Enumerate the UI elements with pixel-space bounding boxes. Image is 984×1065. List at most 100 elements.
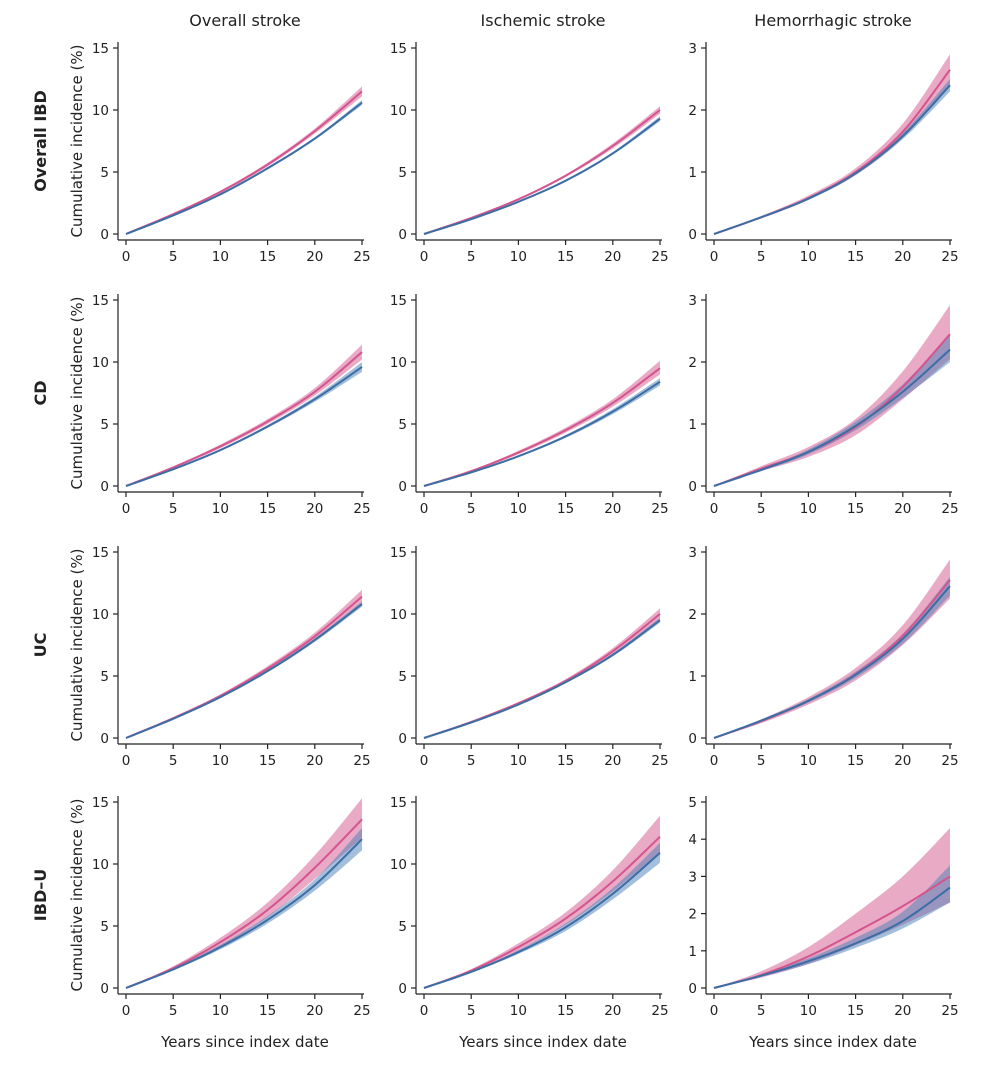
row-title-2: CD	[31, 380, 50, 405]
x-tick-label: 5	[467, 1003, 476, 1019]
series-line-blue	[423, 117, 661, 235]
column-title-3: Hemorrhagic stroke	[754, 11, 911, 30]
ci-band-blue	[714, 79, 950, 234]
series-line-blue	[125, 101, 363, 235]
x-tick-label: 10	[510, 1003, 527, 1019]
series-line-blue	[713, 348, 951, 487]
y-tick-label: 15	[390, 293, 407, 309]
x-tick-label: 25	[941, 501, 958, 517]
x-tick-label: 10	[510, 501, 527, 517]
x-tick-label: 25	[353, 1003, 370, 1019]
y-tick-label: 10	[92, 857, 109, 873]
y-tick-label: 2	[688, 607, 697, 623]
x-tick-label: 10	[212, 753, 229, 769]
series-line-pink	[125, 351, 363, 487]
ci-band-pink	[714, 304, 950, 486]
x-tick-label: 10	[212, 501, 229, 517]
x-tick-label: 0	[122, 753, 131, 769]
x-tick-label: 5	[757, 501, 766, 517]
ci-band-pink	[424, 106, 660, 234]
x-axis-label-1: Years since index date	[160, 1033, 329, 1051]
y-tick-label: 15	[390, 795, 407, 811]
x-tick-label: 20	[306, 1003, 323, 1019]
y-tick-label: 0	[688, 981, 697, 997]
y-tick-label: 5	[100, 417, 109, 433]
x-tick-label: 15	[259, 501, 276, 517]
y-tick-label: 0	[688, 479, 697, 495]
y-tick-label: 5	[100, 165, 109, 181]
ci-band-blue	[126, 601, 362, 738]
y-axis-label-4: Cumulative incidence (%)	[68, 799, 86, 992]
ci-band-pink	[424, 608, 660, 738]
series-line-blue	[713, 585, 951, 739]
y-tick-label: 0	[398, 479, 407, 495]
x-tick-label: 15	[557, 753, 574, 769]
y-tick-label: 10	[390, 607, 407, 623]
x-tick-label: 20	[604, 501, 621, 517]
x-tick-label: 15	[259, 249, 276, 265]
y-tick-label: 2	[688, 103, 697, 119]
y-tick-label: 15	[92, 545, 109, 561]
x-tick-label: 25	[353, 501, 370, 517]
y-tick-label: 5	[398, 669, 407, 685]
ci-band-pink	[714, 54, 950, 235]
y-tick-label: 10	[390, 103, 407, 119]
x-tick-label: 25	[941, 1003, 958, 1019]
x-tick-label: 25	[941, 753, 958, 769]
x-tick-label: 10	[510, 249, 527, 265]
series-line-pink	[423, 367, 661, 487]
x-tick-label: 5	[169, 1003, 178, 1019]
series-line-pink	[125, 90, 363, 235]
ci-band-blue	[714, 865, 950, 988]
y-tick-label: 5	[398, 417, 407, 433]
y-tick-label: 5	[100, 669, 109, 685]
y-axis-label-3: Cumulative incidence (%)	[68, 549, 86, 742]
x-tick-label: 10	[212, 249, 229, 265]
y-tick-label: 1	[688, 669, 697, 685]
y-tick-label: 15	[390, 41, 407, 57]
y-tick-label: 10	[390, 355, 407, 371]
x-tick-label: 25	[651, 249, 668, 265]
x-tick-label: 25	[651, 501, 668, 517]
x-tick-label: 5	[757, 249, 766, 265]
x-tick-label: 20	[604, 1003, 621, 1019]
panel-1-3: 0 1 2 3 0 5 10 15 20 25	[688, 41, 958, 265]
x-tick-label: 20	[604, 249, 621, 265]
panel-3-1: 0 5 10 15 0 5 10 15 20 25	[92, 545, 371, 769]
x-tick-label: 10	[800, 1003, 817, 1019]
y-tick-label: 15	[390, 545, 407, 561]
panel-1-2: 0 5 10 15 0 5 10 15 20 25	[390, 41, 669, 265]
x-tick-label: 20	[894, 249, 911, 265]
x-tick-label: 0	[420, 1003, 429, 1019]
x-tick-label: 0	[420, 249, 429, 265]
y-tick-label: 0	[100, 981, 109, 997]
x-tick-label: 0	[420, 753, 429, 769]
ci-band-pink	[424, 360, 660, 486]
x-tick-label: 15	[847, 249, 864, 265]
panel-4-3: 0 1 2 3 4 5 0 5 10 15 20 25	[688, 795, 958, 1019]
x-tick-label: 0	[122, 1003, 131, 1019]
ci-band-pink	[424, 815, 660, 988]
x-tick-label: 15	[557, 1003, 574, 1019]
x-tick-label: 15	[847, 501, 864, 517]
y-tick-label: 4	[688, 832, 697, 848]
x-tick-label: 15	[259, 753, 276, 769]
column-title-2: Ischemic stroke	[481, 11, 606, 30]
panel-1-1: 0 5 10 15 0 5 10 15 20 25	[92, 41, 371, 265]
y-tick-label: 15	[92, 41, 109, 57]
series-line-pink	[713, 579, 951, 739]
x-tick-label: 10	[212, 1003, 229, 1019]
ci-band-pink	[714, 559, 950, 738]
series-line-pink	[423, 613, 661, 739]
series-line-blue	[125, 366, 363, 487]
series-line-pink	[423, 109, 661, 235]
x-tick-label: 15	[847, 753, 864, 769]
series-line-pink	[713, 69, 951, 235]
x-tick-label: 5	[169, 753, 178, 769]
series-line-blue	[423, 619, 661, 739]
y-tick-label: 10	[390, 857, 407, 873]
x-tick-label: 5	[757, 753, 766, 769]
y-tick-label: 0	[398, 981, 407, 997]
y-axis-label-2: Cumulative incidence (%)	[68, 297, 86, 490]
